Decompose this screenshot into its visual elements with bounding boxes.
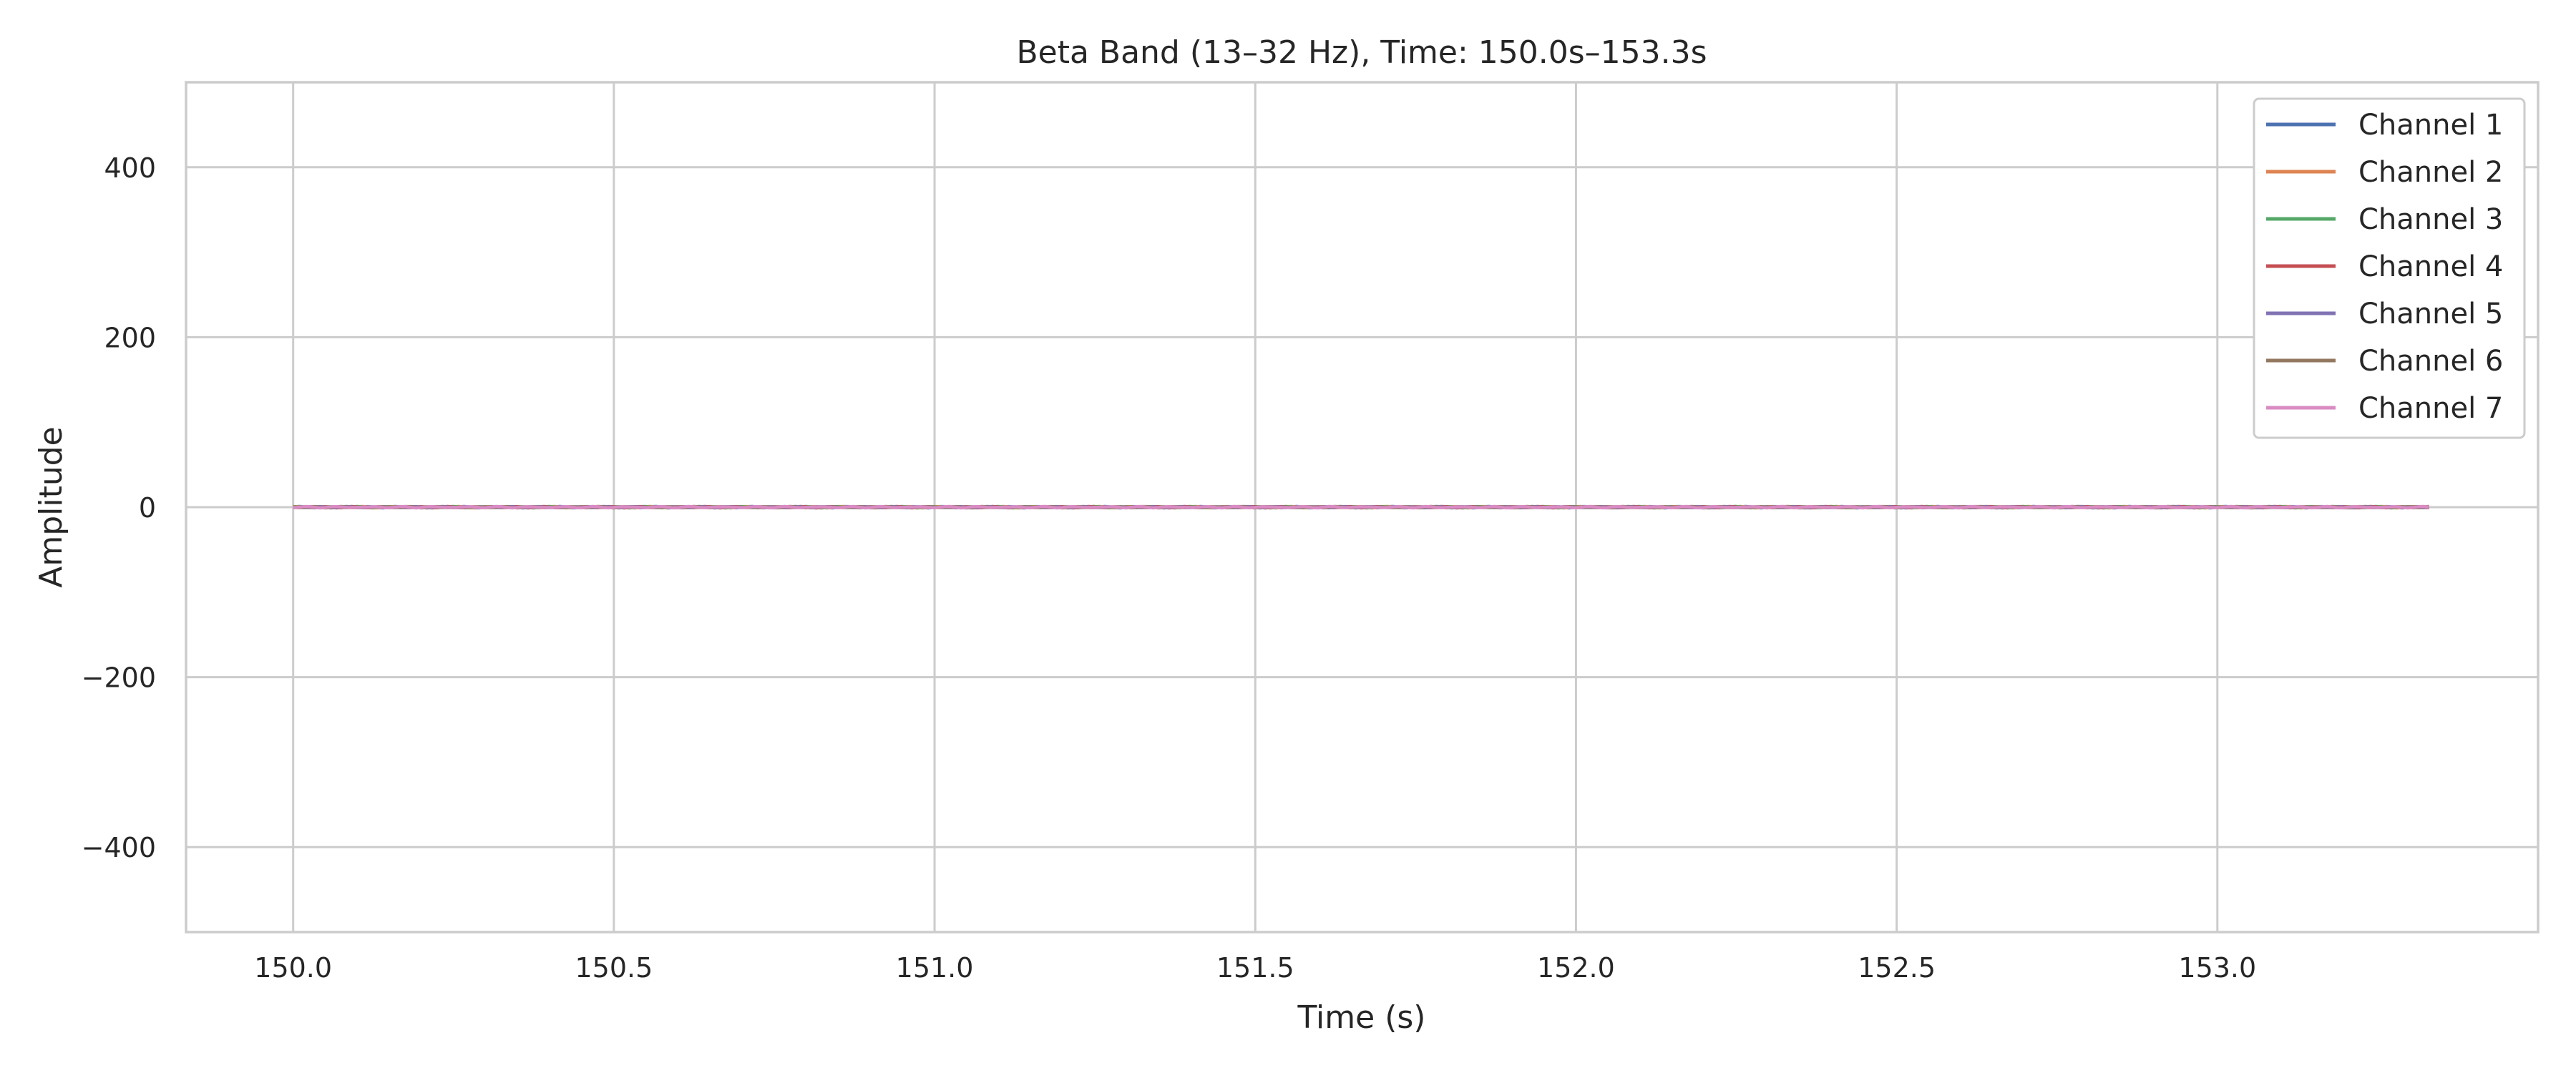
plot-frame [185, 81, 2540, 934]
x-tick-label: 151.5 [1216, 952, 1294, 984]
x-tick-label: 153.0 [2178, 952, 2256, 984]
legend-label-channel-6: Channel 6 [2358, 345, 2503, 378]
x-tick-label: 150.0 [254, 952, 332, 984]
x-tick-label: 151.0 [896, 952, 974, 984]
legend-label-channel-4: Channel 4 [2358, 250, 2503, 283]
series-line-channel-7 [293, 504, 2429, 510]
y-tick-label: 0 [139, 492, 156, 524]
legend-label-channel-2: Channel 2 [2358, 156, 2503, 189]
tick-labels: 150.0 150.5 151.0 151.5 152.0 152.5 153.0 400 20… [82, 152, 2257, 984]
y-tick-label: −400 [82, 832, 156, 863]
y-tick-label: 400 [104, 152, 156, 184]
legend-label-channel-7: Channel 7 [2358, 392, 2503, 425]
legend: Channel 1 Channel 2 Channel 3 Channel 4 Chan… [2253, 97, 2526, 439]
y-tick-label: 200 [104, 322, 156, 353]
legend-frame [2253, 97, 2526, 439]
legend-label-channel-5: Channel 5 [2358, 298, 2503, 330]
x-axis-label: Time (s) [1297, 999, 1426, 1036]
series-lines [293, 504, 2429, 510]
x-tick-label: 152.5 [1858, 952, 1936, 984]
y-tick-label: −200 [82, 662, 156, 694]
x-tick-label: 152.0 [1537, 952, 1615, 984]
chart-title: Beta Band (13–32 Hz), Time: 150.0s–153.3… [1016, 34, 1707, 71]
y-axis-label: Amplitude [33, 426, 69, 587]
x-tick-label: 150.5 [575, 952, 653, 984]
legend-label-channel-1: Channel 1 [2358, 109, 2503, 142]
legend-label-channel-3: Channel 3 [2358, 203, 2503, 236]
